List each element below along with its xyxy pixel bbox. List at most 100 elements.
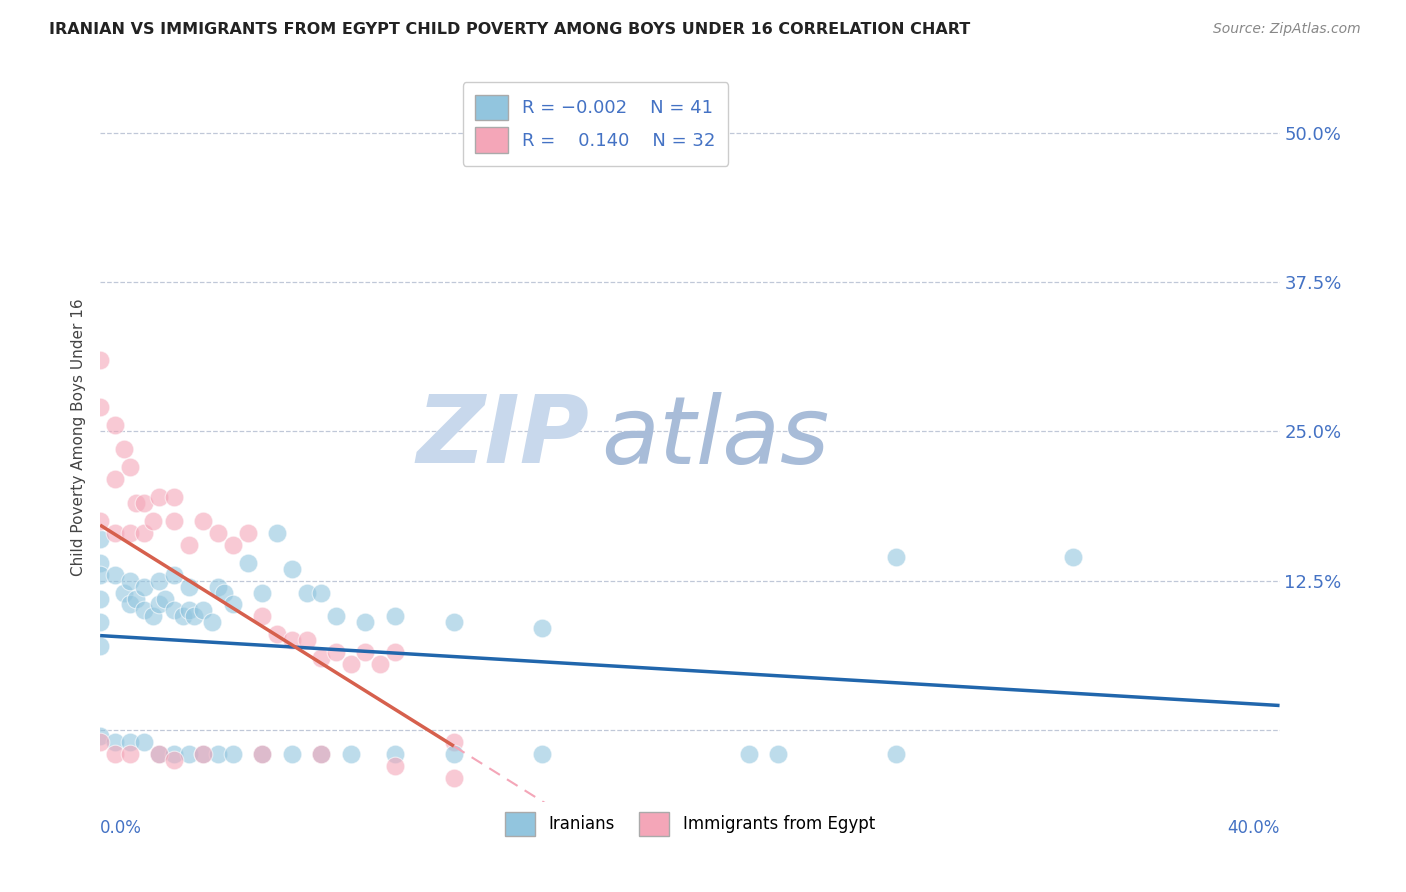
- Point: [148, 574, 170, 588]
- Point: [311, 585, 333, 599]
- Point: [193, 514, 215, 528]
- Point: [222, 538, 245, 552]
- Y-axis label: Child Poverty Among Boys Under 16: Child Poverty Among Boys Under 16: [72, 299, 86, 576]
- Point: [212, 585, 235, 599]
- Point: [134, 735, 156, 749]
- Point: [163, 753, 186, 767]
- Point: [89, 735, 111, 749]
- Point: [236, 525, 259, 540]
- Text: 0.0%: 0.0%: [100, 820, 142, 838]
- Point: [89, 591, 111, 606]
- Point: [193, 603, 215, 617]
- Point: [124, 496, 146, 510]
- Point: [104, 747, 127, 761]
- Point: [89, 567, 111, 582]
- Point: [118, 460, 141, 475]
- Point: [252, 747, 274, 761]
- Point: [112, 585, 135, 599]
- Point: [104, 418, 127, 433]
- Point: [368, 657, 391, 672]
- Point: [163, 567, 186, 582]
- Point: [112, 442, 135, 457]
- Point: [134, 580, 156, 594]
- Point: [142, 514, 165, 528]
- Point: [177, 603, 200, 617]
- Point: [311, 747, 333, 761]
- Point: [89, 640, 111, 654]
- Point: [207, 580, 229, 594]
- Point: [236, 556, 259, 570]
- Point: [89, 352, 111, 367]
- Text: atlas: atlas: [602, 392, 830, 483]
- Point: [118, 525, 141, 540]
- Text: IRANIAN VS IMMIGRANTS FROM EGYPT CHILD POVERTY AMONG BOYS UNDER 16 CORRELATION C: IRANIAN VS IMMIGRANTS FROM EGYPT CHILD P…: [49, 22, 970, 37]
- Point: [104, 735, 127, 749]
- Point: [153, 591, 176, 606]
- Point: [163, 514, 186, 528]
- Point: [222, 747, 245, 761]
- Point: [1062, 549, 1084, 564]
- Point: [884, 747, 907, 761]
- Point: [266, 627, 288, 641]
- Point: [134, 525, 156, 540]
- Point: [89, 729, 111, 743]
- Point: [134, 496, 156, 510]
- Point: [384, 758, 406, 772]
- Point: [118, 735, 141, 749]
- Point: [148, 747, 170, 761]
- Point: [311, 651, 333, 665]
- Point: [384, 645, 406, 659]
- Point: [384, 609, 406, 624]
- Point: [339, 657, 361, 672]
- Point: [177, 580, 200, 594]
- Point: [325, 609, 347, 624]
- Point: [163, 603, 186, 617]
- Point: [531, 747, 554, 761]
- Point: [531, 621, 554, 635]
- Point: [148, 747, 170, 761]
- Point: [207, 747, 229, 761]
- Point: [148, 598, 170, 612]
- Point: [443, 771, 465, 785]
- Point: [163, 747, 186, 761]
- Point: [281, 562, 304, 576]
- Point: [884, 549, 907, 564]
- Point: [281, 747, 304, 761]
- Point: [201, 615, 224, 630]
- Point: [118, 747, 141, 761]
- Point: [738, 747, 761, 761]
- Text: Source: ZipAtlas.com: Source: ZipAtlas.com: [1213, 22, 1361, 37]
- Point: [118, 598, 141, 612]
- Point: [252, 609, 274, 624]
- Point: [142, 609, 165, 624]
- Point: [354, 615, 377, 630]
- Point: [104, 472, 127, 486]
- Point: [89, 556, 111, 570]
- Point: [443, 747, 465, 761]
- Point: [89, 532, 111, 546]
- Text: ZIP: ZIP: [416, 392, 589, 483]
- Point: [193, 747, 215, 761]
- Point: [118, 574, 141, 588]
- Point: [252, 585, 274, 599]
- Point: [252, 747, 274, 761]
- Point: [295, 585, 318, 599]
- Point: [339, 747, 361, 761]
- Point: [325, 645, 347, 659]
- Point: [177, 538, 200, 552]
- Point: [443, 735, 465, 749]
- Point: [295, 633, 318, 648]
- Point: [443, 615, 465, 630]
- Point: [207, 525, 229, 540]
- Text: 40.0%: 40.0%: [1227, 820, 1279, 838]
- Point: [134, 603, 156, 617]
- Point: [104, 525, 127, 540]
- Point: [384, 747, 406, 761]
- Point: [177, 747, 200, 761]
- Point: [89, 514, 111, 528]
- Point: [163, 490, 186, 504]
- Point: [183, 609, 205, 624]
- Point: [281, 633, 304, 648]
- Legend: Iranians, Immigrants from Egypt: Iranians, Immigrants from Egypt: [496, 804, 883, 844]
- Point: [266, 525, 288, 540]
